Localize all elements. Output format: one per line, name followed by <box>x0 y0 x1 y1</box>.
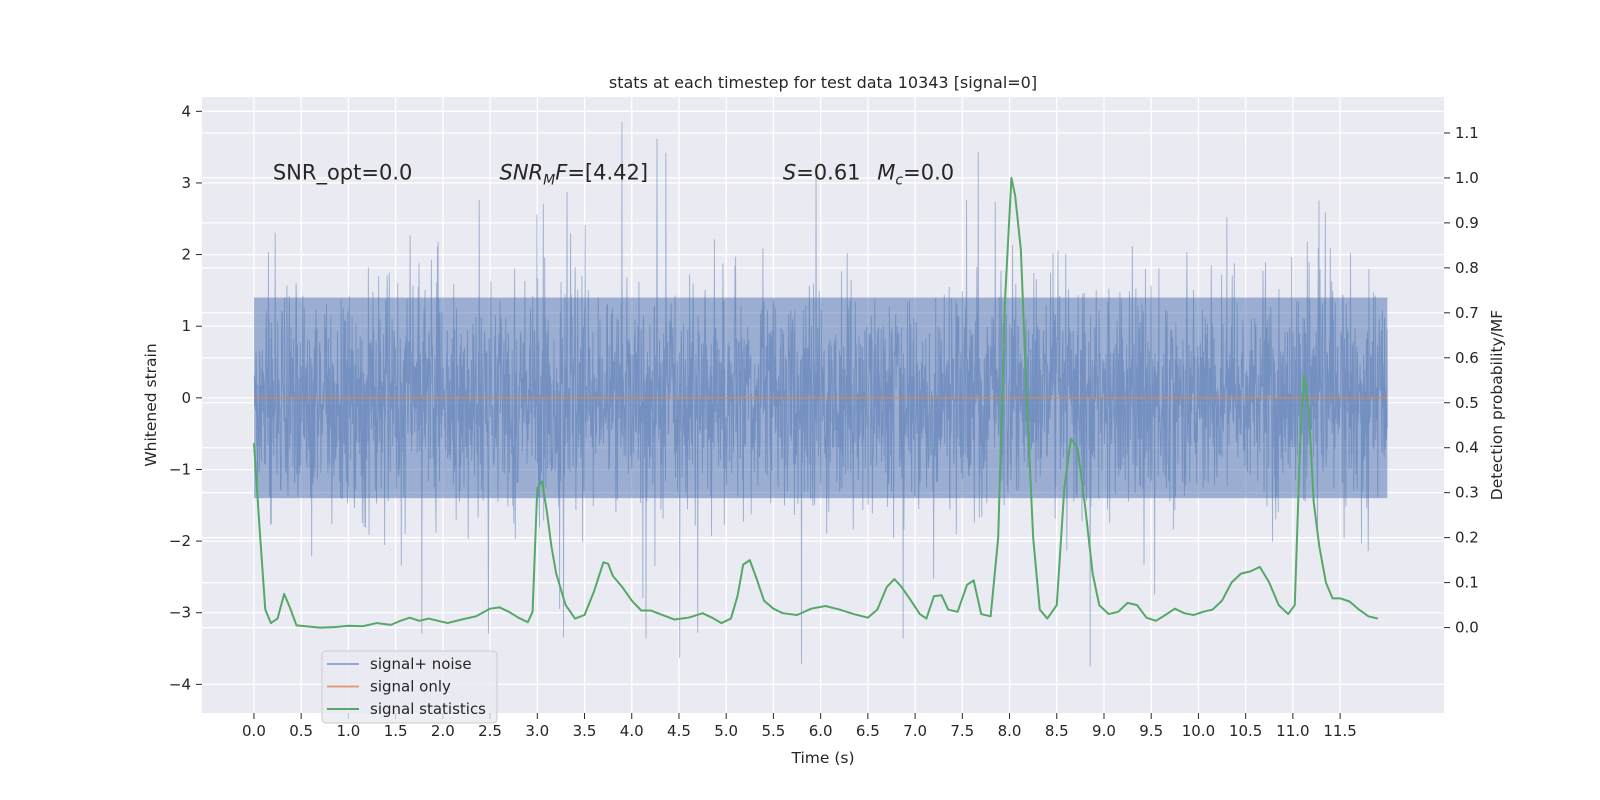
x-tick-label: 10.5 <box>1229 722 1262 740</box>
x-tick-label: 2.5 <box>478 722 502 740</box>
annotation-snr-opt: SNR_opt=0.0 <box>273 160 413 185</box>
annotations: SNR_opt=0.0 SNRMF=[4.42] S=0.61 Mc=0.0 <box>273 160 954 188</box>
annotation-mc: Mc=0.0 <box>877 160 954 188</box>
x-tick-label: 0.0 <box>242 722 266 740</box>
x-tick-label: 0.5 <box>289 722 313 740</box>
y2-tick-label: 0.3 <box>1455 484 1479 502</box>
chart-title: stats at each timestep for test data 103… <box>609 73 1037 92</box>
signal-statistics-series <box>252 176 1379 629</box>
y-tick-label: 1 <box>181 317 191 335</box>
y-tick-label: −4 <box>169 675 191 693</box>
y-tick-label: −3 <box>169 604 191 622</box>
y2-axis-label: Detection probability/MF <box>1488 310 1506 501</box>
x-tick-label: 6.5 <box>856 722 880 740</box>
x-tick-label: 7.0 <box>903 722 927 740</box>
x-tick-label: 8.0 <box>998 722 1022 740</box>
x-tick-label: 7.5 <box>950 722 974 740</box>
x-tick-label: 11.0 <box>1276 722 1309 740</box>
noise-trace <box>253 122 1388 667</box>
x-tick-label: 4.0 <box>620 722 644 740</box>
x-axis-ticks: 0.0 0.5 1.0 1.5 2.0 2.5 3.0 3.5 4.0 4.5 5.0 5.5 6.0 6… <box>242 713 1357 740</box>
y2-tick-label: 0.7 <box>1455 304 1479 322</box>
y-tick-label: 4 <box>181 102 191 120</box>
y-axis-ticks: −4 −3 −2 −1 0 1 2 3 4 <box>169 102 202 693</box>
y2-tick-label: 0.4 <box>1455 439 1479 457</box>
y2-tick-label: 0.5 <box>1455 394 1479 412</box>
x-tick-label: 1.0 <box>336 722 360 740</box>
y-tick-label: 2 <box>181 246 191 264</box>
y2-tick-label: 0.9 <box>1455 214 1479 232</box>
x-tick-label: 5.0 <box>714 722 738 740</box>
legend-signal-statistics-label: signal statistics <box>370 700 486 718</box>
x-tick-label: 9.5 <box>1139 722 1163 740</box>
y2-tick-label: 1.1 <box>1455 124 1479 142</box>
y2-tick-label: 1.0 <box>1455 169 1479 187</box>
x-tick-label: 9.0 <box>1092 722 1116 740</box>
x-tick-label: 10.0 <box>1182 722 1215 740</box>
x-tick-label: 2.0 <box>431 722 455 740</box>
x-tick-label: 6.0 <box>809 722 833 740</box>
y2-tick-label: 0.8 <box>1455 259 1479 277</box>
legend-signal-only-label: signal only <box>370 678 451 696</box>
x-tick-label: 11.5 <box>1323 722 1356 740</box>
annotation-snr-mf: SNRMF=[4.42] <box>500 160 649 188</box>
y-tick-label: −2 <box>169 532 191 550</box>
x-tick-label: 5.5 <box>761 722 785 740</box>
y-tick-label: −1 <box>169 460 191 478</box>
y-tick-label: 0 <box>181 389 191 407</box>
y2-tick-label: 0.2 <box>1455 529 1479 547</box>
y2-tick-label: 0.0 <box>1455 619 1479 637</box>
y2-axis-ticks: 0.0 0.1 0.2 0.3 0.4 0.5 0.6 0.7 0.8 0.9 1.0 1.1 <box>1444 124 1479 637</box>
annotation-s: S=0.61 <box>783 160 861 184</box>
x-tick-label: 1.5 <box>384 722 408 740</box>
legend-signal-noise-label: signal+ noise <box>370 655 472 673</box>
x-tick-label: 3.5 <box>573 722 597 740</box>
y2-tick-label: 0.1 <box>1455 574 1479 592</box>
x-tick-label: 3.0 <box>525 722 549 740</box>
y-axis-label: Whitened strain <box>142 343 160 466</box>
x-tick-label: 4.5 <box>667 722 691 740</box>
x-axis-label: Time (s) <box>790 749 854 767</box>
y2-tick-label: 0.6 <box>1455 349 1479 367</box>
legend: signal+ noise signal only signal statistic… <box>321 650 498 724</box>
signal-statistics-line <box>252 176 1379 629</box>
legend-frame <box>321 650 498 724</box>
y-tick-label: 3 <box>181 174 191 192</box>
x-tick-label: 8.5 <box>1045 722 1069 740</box>
